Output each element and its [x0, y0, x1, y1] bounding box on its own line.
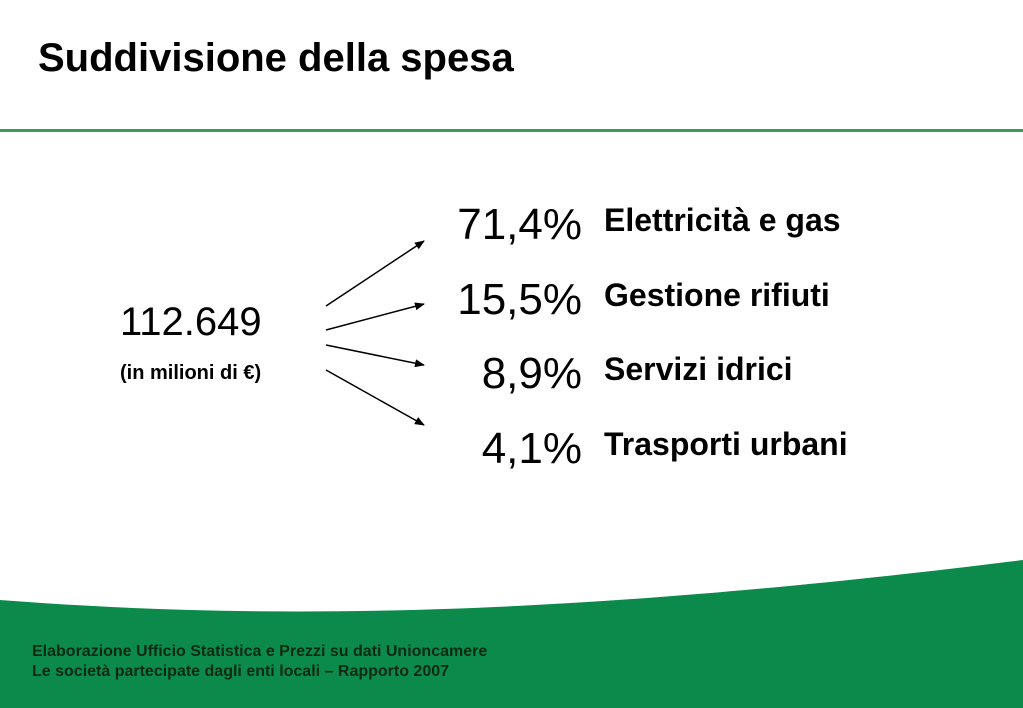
arrow-urban-transport — [325, 369, 425, 426]
percent-waste-management: 15,5% — [457, 275, 582, 324]
label-urban-transport: Trasporti urbani — [604, 426, 848, 462]
total-spending-unit: (in milioni di €) — [120, 362, 262, 384]
percent-water-services: 8,9% — [481, 349, 582, 398]
total-spending-value: 112.649 — [120, 300, 262, 344]
arrow-water-services — [325, 344, 425, 368]
percent-electricity-gas: 71,4% — [457, 200, 582, 249]
title-divider — [0, 129, 1023, 132]
label-waste-management: Gestione rifiuti — [604, 277, 830, 313]
footer-source-line-1: Elaborazione Ufficio Statistica e Prezzi… — [32, 643, 488, 660]
arrow-waste-management — [325, 302, 425, 331]
label-water-services: Servizi idrici — [604, 351, 793, 387]
percent-urban-transport: 4,1% — [481, 424, 582, 473]
label-electricity-gas: Elettricità e gas — [604, 202, 841, 238]
page-title: Suddivisione della spesa — [38, 36, 514, 80]
footer-source: Elaborazione Ufficio Statistica e Prezzi… — [32, 642, 487, 682]
footer-band — [0, 560, 1023, 708]
footer-source-line-2: Le società partecipate dagli enti locali… — [32, 663, 450, 680]
arrow-electricity-gas — [325, 240, 425, 307]
